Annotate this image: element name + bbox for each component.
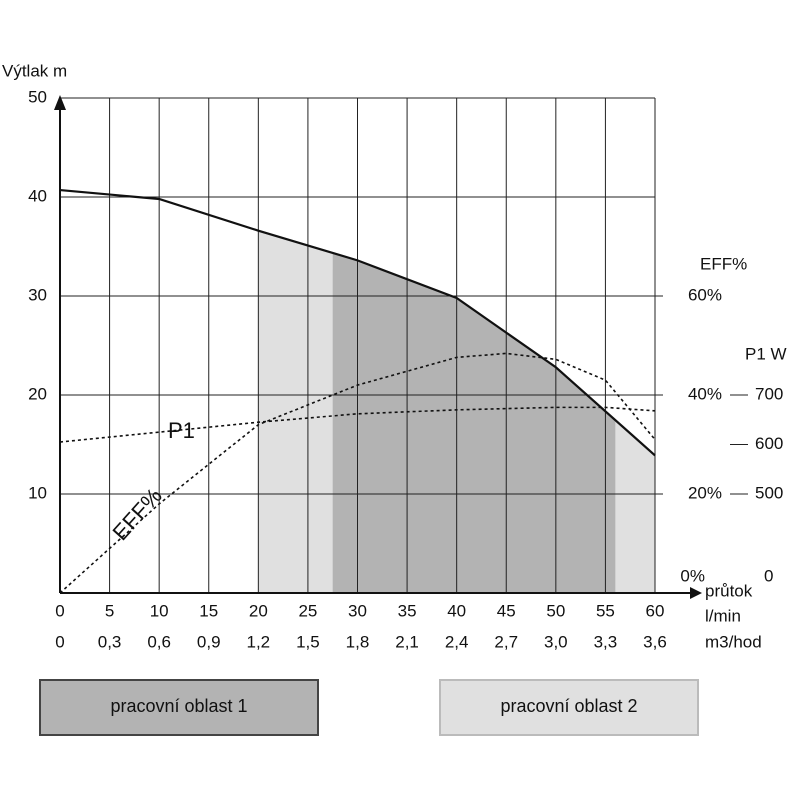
y3-tick-label: 700 (755, 384, 783, 403)
x2-tick-label: 0,6 (147, 632, 171, 651)
y2-tick-label: 0% (680, 566, 705, 585)
legend-label: pracovní oblast 1 (110, 696, 247, 716)
y-axis-arrow (54, 95, 66, 110)
x2-tick-label: 0 (55, 632, 64, 651)
y3-origin-label: 0 (764, 566, 773, 585)
x-tick-label: 30 (348, 601, 367, 620)
y3-axis-label: P1 W (745, 344, 787, 363)
x2-tick-label: 2,7 (494, 632, 518, 651)
y3-tick-label: 500 (755, 483, 783, 502)
y-axis-label: Výtlak m (2, 61, 67, 80)
x-tick-label: 0 (55, 601, 64, 620)
x2-tick-label: 1,8 (346, 632, 370, 651)
x2-tick-label: 1,2 (247, 632, 271, 651)
series-label: EFF% (107, 483, 166, 545)
x2-tick-label: 3,6 (643, 632, 667, 651)
x2-tick-label: 1,5 (296, 632, 320, 651)
x2-tick-label: 2,4 (445, 632, 469, 651)
y-tick-label: 30 (28, 285, 47, 304)
work-region (332, 252, 616, 593)
curve (59, 406, 656, 443)
x2-tick-label: 3,3 (594, 632, 618, 651)
x-tick-label: 50 (546, 601, 565, 620)
x-tick-label: 20 (249, 601, 268, 620)
x2-tick-label: 3,0 (544, 632, 568, 651)
y2-tick-label: 20% (688, 483, 722, 502)
legend: pracovní oblast 1 pracovní oblast 2 (39, 679, 699, 736)
curve (59, 352, 656, 594)
x-tick-label: 40 (447, 601, 466, 620)
y-tick-label: 10 (28, 483, 47, 502)
x-tick-label: 35 (398, 601, 417, 620)
x-tick-label: 10 (150, 601, 169, 620)
series-label: P1 (168, 418, 195, 443)
curves (59, 188, 656, 594)
x-axis-label: průtok (705, 581, 753, 600)
x2-tick-label: 0,3 (98, 632, 122, 651)
x2-unit-label: m3/hod (705, 632, 762, 651)
x-axis-arrow (690, 587, 702, 599)
y-tick-label: 50 (28, 87, 47, 106)
x-unit-label: l/min (705, 606, 741, 625)
y2-tick-label: 60% (688, 285, 722, 304)
y3-tick-label: 600 (755, 434, 783, 453)
y2-tick-label: 40% (688, 384, 722, 403)
curve (59, 188, 656, 457)
x-tick-label: 5 (105, 601, 114, 620)
x-tick-label: 15 (199, 601, 218, 620)
legend-label: pracovní oblast 2 (500, 696, 637, 716)
legend-box (39, 679, 319, 736)
x2-tick-label: 0,9 (197, 632, 221, 651)
y-tick-label: 20 (28, 384, 47, 403)
x2-tick-label: 2,1 (395, 632, 419, 651)
x-tick-label: 25 (298, 601, 317, 620)
x-tick-label: 55 (596, 601, 615, 620)
y-tick-label: 40 (28, 186, 47, 205)
x-tick-label: 60 (646, 601, 665, 620)
y2-axis-label: EFF% (700, 254, 747, 273)
x-tick-label: 45 (497, 601, 516, 620)
legend-box (439, 679, 699, 736)
grid (59, 97, 748, 594)
